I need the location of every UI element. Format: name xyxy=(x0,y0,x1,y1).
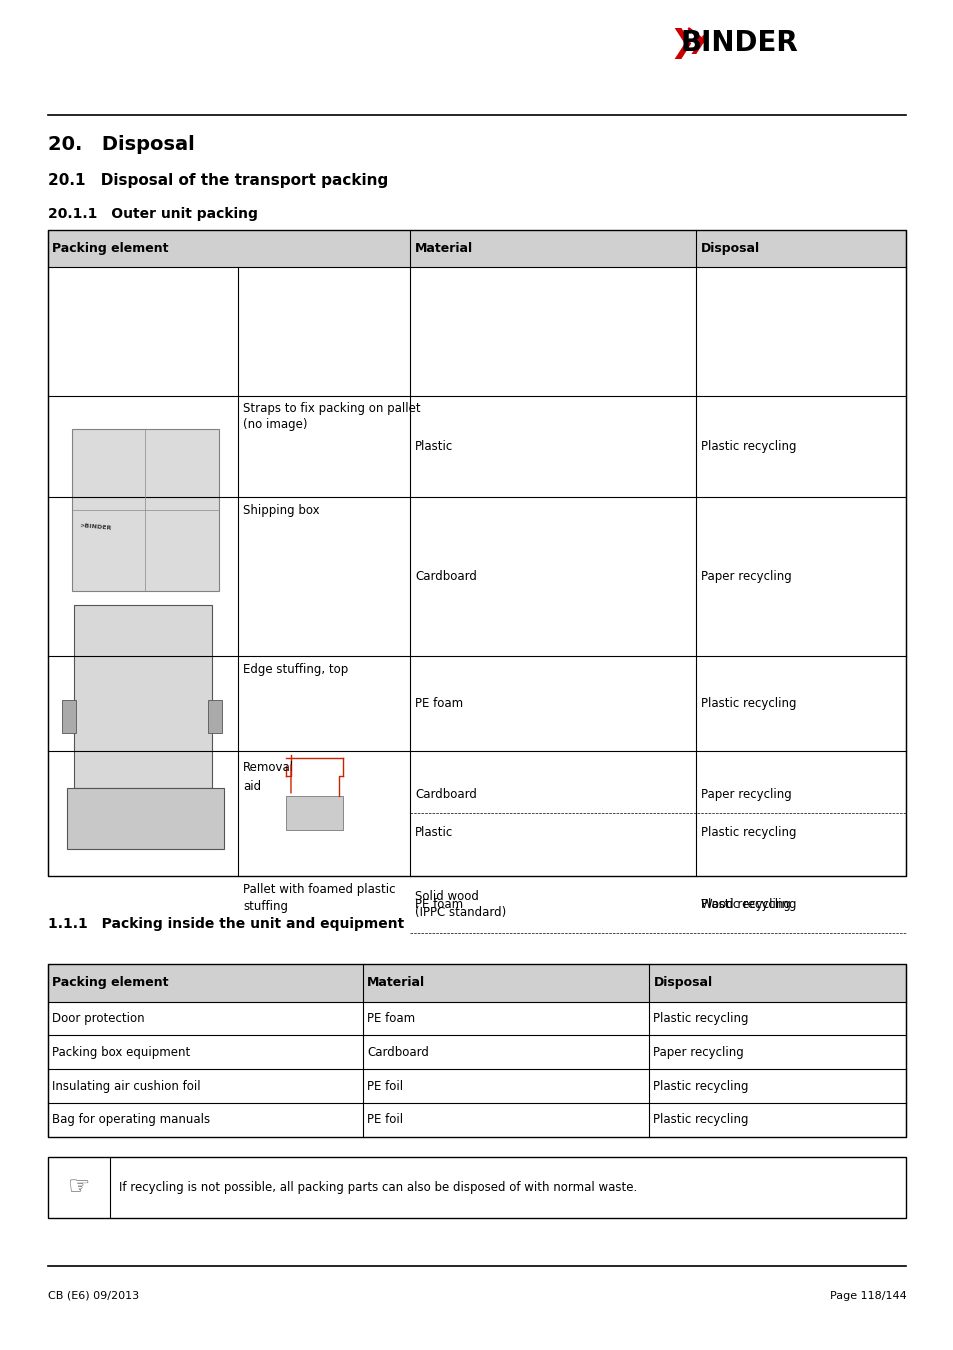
Text: ☞: ☞ xyxy=(68,1176,90,1199)
Text: PE foam: PE foam xyxy=(415,697,462,710)
Text: Plastic: Plastic xyxy=(415,440,453,452)
Text: PE foil: PE foil xyxy=(367,1080,403,1092)
Text: Paper recycling: Paper recycling xyxy=(700,788,791,801)
Text: Paper recycling: Paper recycling xyxy=(653,1046,743,1058)
Text: Insulating air cushion foil: Insulating air cushion foil xyxy=(52,1080,201,1092)
Text: Straps to fix packing on pallet
(no image): Straps to fix packing on pallet (no imag… xyxy=(243,402,420,431)
Text: Door protection: Door protection xyxy=(52,1012,145,1025)
Text: 20.1.1 Outer unit packing: 20.1.1 Outer unit packing xyxy=(48,207,257,220)
Text: Plastic recycling: Plastic recycling xyxy=(653,1012,748,1025)
Text: Material: Material xyxy=(367,976,425,990)
Text: 20.1 Disposal of the transport packing: 20.1 Disposal of the transport packing xyxy=(48,173,388,188)
Text: aid: aid xyxy=(243,780,261,794)
Text: Wood recycling: Wood recycling xyxy=(700,898,790,911)
Text: Plastic recycling: Plastic recycling xyxy=(700,898,796,911)
FancyBboxPatch shape xyxy=(71,429,219,591)
Text: Plastic recycling: Plastic recycling xyxy=(700,697,796,710)
Text: Plastic recycling: Plastic recycling xyxy=(700,826,796,838)
Text: Packing element: Packing element xyxy=(52,242,169,255)
Text: Shipping box: Shipping box xyxy=(243,504,319,517)
Text: PE foil: PE foil xyxy=(367,1114,403,1126)
Text: Solid wood
(IPPC standard): Solid wood (IPPC standard) xyxy=(415,890,506,919)
FancyBboxPatch shape xyxy=(48,964,905,1002)
Text: Plastic recycling: Plastic recycling xyxy=(653,1114,748,1126)
Text: ❯: ❯ xyxy=(686,32,705,54)
Text: BINDER: BINDER xyxy=(679,30,798,57)
Text: Removal: Removal xyxy=(243,761,294,775)
Text: CB (E6) 09/2013: CB (E6) 09/2013 xyxy=(48,1291,139,1301)
FancyBboxPatch shape xyxy=(48,230,905,267)
Text: Page 118/144: Page 118/144 xyxy=(829,1291,905,1301)
Text: Disposal: Disposal xyxy=(700,242,760,255)
Text: 20. Disposal: 20. Disposal xyxy=(48,135,194,154)
Text: Packing box equipment: Packing box equipment xyxy=(52,1046,191,1058)
Text: Plastic recycling: Plastic recycling xyxy=(700,440,796,452)
FancyBboxPatch shape xyxy=(67,788,224,849)
Text: Plastic recycling: Plastic recycling xyxy=(653,1080,748,1092)
Text: Plastic: Plastic xyxy=(415,826,453,838)
Text: PE foam: PE foam xyxy=(367,1012,415,1025)
Text: stuffing: stuffing xyxy=(243,900,288,914)
Text: Cardboard: Cardboard xyxy=(415,570,476,583)
Text: Pallet with foamed plastic: Pallet with foamed plastic xyxy=(243,883,395,896)
Text: Edge stuffing, top: Edge stuffing, top xyxy=(243,663,348,676)
FancyBboxPatch shape xyxy=(208,699,222,733)
Text: Bag for operating manuals: Bag for operating manuals xyxy=(52,1114,211,1126)
FancyBboxPatch shape xyxy=(62,699,76,733)
Text: Material: Material xyxy=(415,242,473,255)
Text: PE foam: PE foam xyxy=(415,898,462,911)
Text: Packing element: Packing element xyxy=(52,976,169,990)
Text: If recycling is not possible, all packing parts can also be disposed of with nor: If recycling is not possible, all packin… xyxy=(119,1181,637,1193)
Text: 1.1.1 Packing inside the unit and equipment: 1.1.1 Packing inside the unit and equipm… xyxy=(48,917,403,930)
Text: Disposal: Disposal xyxy=(653,976,712,990)
FancyBboxPatch shape xyxy=(286,796,343,829)
Text: Cardboard: Cardboard xyxy=(367,1046,429,1058)
Text: Paper recycling: Paper recycling xyxy=(700,570,791,583)
Text: Cardboard: Cardboard xyxy=(415,788,476,801)
Text: >BINDER: >BINDER xyxy=(79,522,112,531)
Text: ❯: ❯ xyxy=(669,28,694,58)
FancyBboxPatch shape xyxy=(74,605,212,788)
